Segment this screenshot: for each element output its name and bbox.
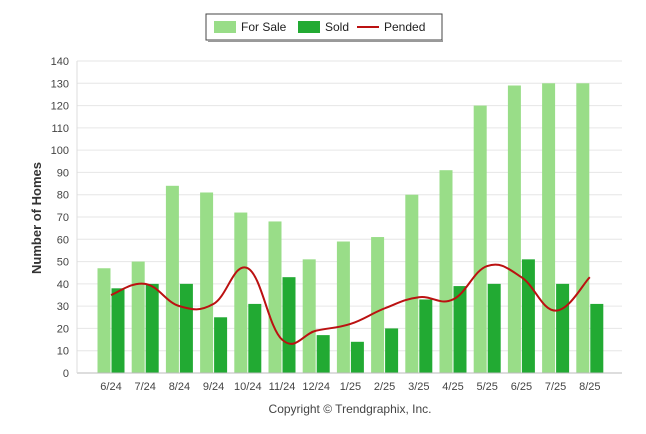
for-sale-bar-4-25[interactable]	[439, 170, 453, 373]
bars	[97, 83, 604, 374]
for-sale-bar-2-25[interactable]	[371, 237, 385, 373]
x-tick-label: 4/25	[442, 381, 463, 393]
sold-bar-8-24[interactable]	[179, 283, 193, 373]
y-tick-label: 30	[57, 301, 69, 313]
sold-bar-10-24[interactable]	[248, 303, 262, 373]
y-tick-label: 90	[57, 167, 69, 179]
y-tick-label: 110	[51, 123, 69, 135]
for-sale-bar-6-24[interactable]	[97, 268, 111, 373]
y-tick-label: 120	[51, 101, 69, 113]
y-tick-label: 40	[57, 279, 69, 291]
legend-box	[205, 13, 443, 41]
y-tick-label: 60	[57, 234, 69, 246]
sold-bar-8-25[interactable]	[590, 303, 604, 373]
for-sale-bar-1-25[interactable]	[336, 241, 350, 373]
sold-bar-1-25[interactable]	[350, 341, 364, 373]
for-sale-bar-8-24[interactable]	[165, 185, 179, 373]
for-sale-bar-12-24[interactable]	[302, 259, 316, 373]
sold-bar-9-24[interactable]	[214, 317, 228, 373]
x-tick-label: 7/25	[545, 381, 566, 393]
for-sale-bar-6-25[interactable]	[507, 85, 521, 373]
x-tick-label: 6/24	[100, 381, 121, 393]
sold-bar-6-24[interactable]	[111, 288, 125, 373]
for-sale-bar-8-25[interactable]	[576, 83, 590, 374]
y-tick-label: 10	[57, 346, 69, 358]
x-tick-label: 9/24	[203, 381, 224, 393]
for-sale-bar-7-24[interactable]	[131, 261, 145, 373]
y-tick-label: 140	[51, 56, 69, 68]
sold-bar-6-25[interactable]	[521, 259, 535, 373]
x-tick-label: 10/24	[234, 381, 262, 393]
pended-line-layer	[110, 263, 591, 345]
for-sale-bar-11-24[interactable]	[268, 221, 282, 373]
for-sale-bar-10-24[interactable]	[234, 212, 248, 373]
legend-label-sold: Sold	[325, 20, 349, 34]
x-tick-label: 2/25	[374, 381, 395, 393]
x-tick-label: 11/24	[269, 381, 296, 393]
pended-line[interactable]	[110, 263, 591, 345]
legend-label-pended: Pended	[384, 20, 425, 34]
x-tick-label: 8/24	[169, 381, 190, 393]
axes: 0 10 20 30 40 50 60 70 80 90 100 110 120 130 140 6/24 7/…	[51, 56, 622, 393]
x-tick-label: 7/24	[134, 381, 155, 393]
y-tick-label: 80	[57, 190, 69, 202]
for-sale-bar-7-25[interactable]	[542, 83, 556, 374]
y-tick-label: 20	[57, 323, 69, 335]
sold-bar-11-24[interactable]	[282, 277, 296, 373]
x-tick-label: 5/25	[476, 381, 497, 393]
sold-bar-7-25[interactable]	[556, 283, 570, 373]
for-sale-bar-5-25[interactable]	[473, 105, 487, 374]
x-tick-label: 12/24	[302, 381, 330, 393]
x-tick-label: 3/25	[408, 381, 429, 393]
for-sale-bar-9-24[interactable]	[200, 192, 214, 373]
legend[interactable]: For Sale Sold Pended	[205, 13, 443, 42]
for-sale-bar-3-25[interactable]	[405, 194, 419, 373]
legend-label-for-sale: For Sale	[241, 20, 287, 34]
x-tick-label: 6/25	[511, 381, 532, 393]
y-tick-label: 100	[51, 145, 69, 157]
legend-swatch-for-sale	[214, 21, 236, 33]
sold-bar-3-25[interactable]	[419, 299, 433, 373]
sold-bar-12-24[interactable]	[316, 335, 330, 373]
y-tick-label: 70	[57, 212, 69, 224]
copyright-credit: Copyright © Trendgraphix, Inc.	[269, 402, 432, 416]
legend-swatch-sold	[298, 21, 320, 33]
sold-bar-5-25[interactable]	[487, 283, 501, 373]
y-tick-label: 130	[51, 78, 69, 90]
sold-bar-7-24[interactable]	[145, 283, 159, 373]
y-axis-label: Number of Homes	[29, 162, 44, 274]
y-tick-label: 50	[57, 257, 69, 269]
x-tick-label: 8/25	[579, 381, 600, 393]
x-tick-label: 1/25	[340, 381, 361, 393]
sold-bar-2-25[interactable]	[385, 328, 399, 373]
y-tick-label: 0	[63, 368, 69, 380]
sold-bar-4-25[interactable]	[453, 286, 467, 373]
